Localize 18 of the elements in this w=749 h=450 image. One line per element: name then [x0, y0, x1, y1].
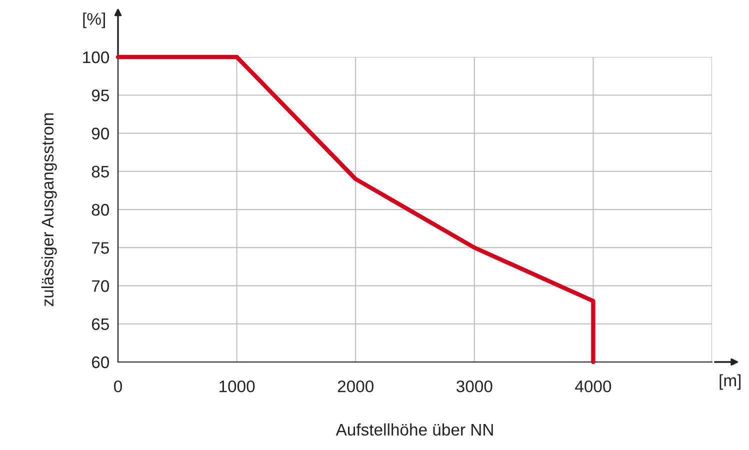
- y-tick-label: 65: [92, 318, 109, 330]
- text: [%]: [83, 12, 105, 28]
- y-tick-label: 100: [83, 51, 110, 64]
- y-tick-label: 60: [92, 356, 110, 368]
- x-tick-label: 0: [114, 380, 122, 392]
- y-tick-label: 85: [92, 166, 109, 178]
- y-tick-label: 70: [92, 280, 110, 292]
- x-tick-label: 1000: [220, 380, 255, 392]
- text: [m]: [720, 374, 741, 390]
- y-tick-label: 90: [92, 128, 110, 140]
- x-tick-label: 2000: [338, 380, 374, 392]
- y-tick-label: 75: [92, 242, 109, 254]
- y-tick-label: 80: [92, 204, 110, 216]
- y-axis-title: zulässiger Ausgangsstrom: [41, 113, 57, 306]
- x-tick-label: 4000: [575, 380, 612, 392]
- x-axis-title: Aufstellhöhe über NN: [336, 423, 493, 436]
- x-tick-label: 3000: [456, 380, 492, 392]
- y-tick-label: 95: [92, 90, 109, 102]
